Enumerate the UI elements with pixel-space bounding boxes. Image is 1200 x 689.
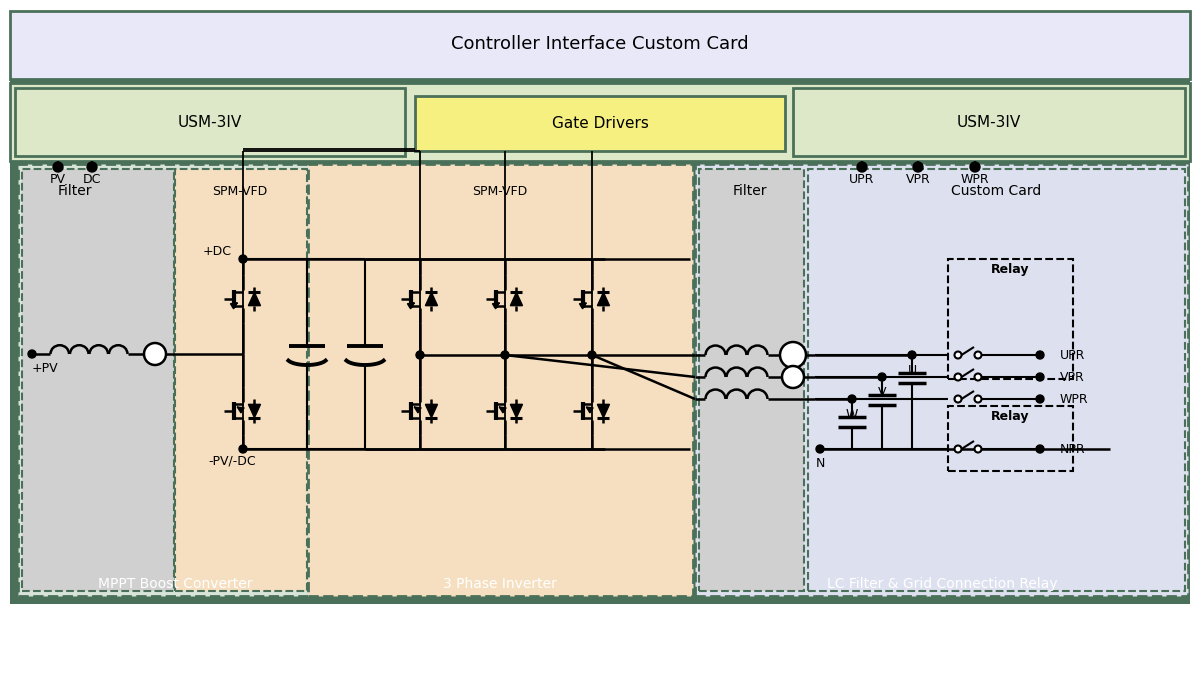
Circle shape: [857, 162, 866, 172]
Text: USM-3IV: USM-3IV: [956, 114, 1021, 130]
Text: U: U: [907, 364, 917, 376]
Circle shape: [239, 445, 247, 453]
Text: MPPT Boost Converter: MPPT Boost Converter: [97, 577, 252, 591]
Bar: [308, 164, 692, 596]
Bar: [10, 11, 1190, 79]
Bar: [415, 96, 785, 151]
Text: NPR: NPR: [1060, 442, 1086, 455]
Circle shape: [954, 446, 961, 453]
Text: SPM-VFD: SPM-VFD: [473, 185, 528, 198]
Text: 3 Phase Inverter: 3 Phase Inverter: [443, 577, 557, 591]
Circle shape: [878, 373, 886, 381]
Circle shape: [974, 395, 982, 402]
Text: VPR: VPR: [1060, 371, 1085, 384]
Circle shape: [974, 351, 982, 358]
Text: N: N: [815, 457, 824, 469]
Polygon shape: [598, 404, 610, 418]
Bar: [175, 169, 307, 591]
Circle shape: [28, 350, 36, 358]
Bar: [16, 88, 406, 156]
Circle shape: [848, 395, 856, 403]
Text: PV: PV: [50, 172, 66, 185]
Circle shape: [782, 366, 804, 388]
Text: W: W: [846, 407, 858, 420]
Circle shape: [144, 343, 166, 365]
Circle shape: [239, 255, 247, 263]
Bar: [10, 83, 1190, 161]
Bar: [22, 169, 174, 591]
Circle shape: [908, 351, 916, 359]
Text: -PV/-DC: -PV/-DC: [208, 455, 256, 468]
Circle shape: [974, 373, 982, 380]
Bar: [948, 259, 1073, 379]
Polygon shape: [510, 404, 522, 418]
Circle shape: [88, 162, 97, 172]
Circle shape: [954, 395, 961, 402]
Circle shape: [1036, 351, 1044, 359]
Bar: [18, 164, 690, 596]
Polygon shape: [425, 292, 438, 306]
Text: Controller Interface Custom Card: Controller Interface Custom Card: [451, 35, 749, 53]
Text: Gate Drivers: Gate Drivers: [552, 116, 648, 130]
Circle shape: [416, 351, 424, 359]
Polygon shape: [248, 404, 260, 418]
Circle shape: [1036, 445, 1044, 453]
Bar: [695, 164, 1188, 596]
Circle shape: [954, 351, 961, 358]
Circle shape: [53, 162, 64, 172]
Text: Relay: Relay: [991, 409, 1030, 422]
Text: Relay: Relay: [991, 263, 1030, 276]
Text: VPR: VPR: [906, 172, 930, 185]
Text: UPR: UPR: [850, 172, 875, 185]
Text: +PV: +PV: [32, 362, 59, 375]
Circle shape: [1036, 395, 1044, 403]
Circle shape: [1036, 373, 1044, 381]
Text: Custom Card: Custom Card: [950, 184, 1042, 198]
Bar: [793, 88, 1184, 156]
Circle shape: [502, 351, 509, 359]
Circle shape: [588, 351, 596, 359]
Text: SPM-VFD: SPM-VFD: [212, 185, 268, 198]
Text: UPR: UPR: [1060, 349, 1085, 362]
Bar: [698, 169, 804, 591]
Text: V: V: [877, 386, 887, 398]
Polygon shape: [510, 292, 522, 306]
Text: Filter: Filter: [733, 184, 767, 198]
Bar: [948, 406, 1073, 471]
Text: WPR: WPR: [1060, 393, 1088, 406]
Polygon shape: [425, 404, 438, 418]
Text: Filter: Filter: [58, 184, 92, 198]
Text: USM-3IV: USM-3IV: [178, 114, 242, 130]
Circle shape: [816, 445, 824, 453]
Text: +DC: +DC: [203, 245, 232, 258]
Bar: [16, 164, 1190, 599]
Circle shape: [954, 373, 961, 380]
Circle shape: [974, 446, 982, 453]
Text: LC Filter & Grid Connection Relay: LC Filter & Grid Connection Relay: [827, 577, 1057, 591]
Circle shape: [913, 162, 923, 172]
Bar: [10, 74, 1190, 604]
Circle shape: [970, 162, 980, 172]
Text: WPR: WPR: [961, 172, 989, 185]
Polygon shape: [248, 292, 260, 306]
Circle shape: [780, 342, 806, 368]
Polygon shape: [598, 292, 610, 306]
Text: DC: DC: [83, 172, 101, 185]
Bar: [808, 169, 1184, 591]
